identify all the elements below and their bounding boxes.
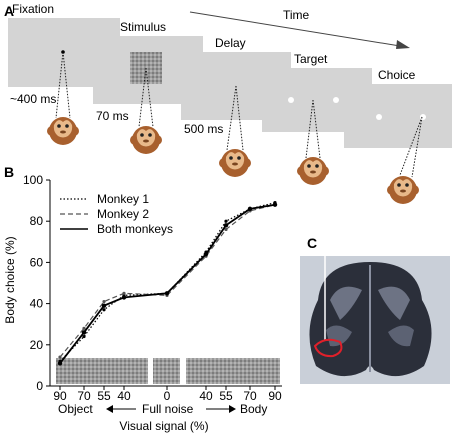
data-point xyxy=(57,361,63,366)
legend-label-both: Both monkeys xyxy=(97,222,173,236)
x-tick-label: 55 xyxy=(219,389,233,403)
time-arrow-head xyxy=(396,40,410,49)
y-tick-label: 20 xyxy=(30,338,44,352)
fixation-point xyxy=(61,50,65,54)
data-point xyxy=(122,291,126,295)
data-point xyxy=(164,291,170,296)
data-point xyxy=(223,223,229,228)
monkey-icon xyxy=(219,149,251,177)
legend-label-monkey-2: Monkey 2 xyxy=(97,207,149,221)
choice-right-dot xyxy=(420,114,426,120)
data-point xyxy=(101,303,107,308)
x-tick-label: 70 xyxy=(77,389,91,403)
data-point xyxy=(58,355,62,359)
x-tick-label: 0 xyxy=(164,389,171,403)
panel-b-label: B xyxy=(4,164,14,180)
monkey-icon xyxy=(130,126,162,154)
y-tick-label: 80 xyxy=(30,214,44,228)
data-point xyxy=(203,251,209,257)
panel-c-label: C xyxy=(307,235,317,251)
target-right-dot xyxy=(333,97,339,103)
y-tick-label: 0 xyxy=(36,379,43,393)
x-tick-label: 90 xyxy=(268,389,282,403)
data-point xyxy=(121,295,127,300)
monkey-icon xyxy=(387,176,419,204)
legend-label-monkey-1: Monkey 1 xyxy=(97,192,149,206)
series-line-dashed xyxy=(59,204,276,358)
screen-choice xyxy=(344,84,452,148)
stage-label-target: Target xyxy=(294,52,328,66)
x-tick-label: 55 xyxy=(97,389,111,403)
stage-label-choice: Choice xyxy=(378,68,416,82)
target-left-dot xyxy=(288,97,294,103)
data-point xyxy=(247,206,253,212)
y-tick-label: 100 xyxy=(23,173,43,187)
x-tick-label: 90 xyxy=(53,389,67,403)
y-tick-label: 40 xyxy=(30,297,44,311)
data-point xyxy=(224,227,228,232)
monkey-icon xyxy=(297,157,329,185)
data-point xyxy=(82,326,86,330)
duration-fixation: ~400 ms xyxy=(10,92,56,106)
x-axis-label: Visual signal (%) xyxy=(119,419,208,433)
region-arrows xyxy=(106,405,236,413)
data-point xyxy=(224,219,228,223)
stage-label-stimulus: Stimulus xyxy=(120,20,166,34)
data-point xyxy=(82,334,86,339)
roi-outline xyxy=(313,338,343,358)
data-point xyxy=(272,202,278,207)
data-point xyxy=(102,308,106,312)
duration-stimulus: 70 ms xyxy=(96,109,129,123)
x-region-body: Body xyxy=(240,402,267,416)
x-tick-label: 40 xyxy=(117,389,131,403)
time-arrow xyxy=(189,11,401,47)
brain-section xyxy=(300,256,450,384)
x-region-full-noise: Full noise xyxy=(142,402,194,416)
gaze-lines xyxy=(55,51,423,178)
x-tick-label: 40 xyxy=(199,389,213,403)
y-axis-label: Body choice (%) xyxy=(3,236,17,323)
time-label: Time xyxy=(283,8,310,22)
stage-label-fixation: Fixation xyxy=(12,2,54,16)
x-tick-label: 70 xyxy=(243,389,257,403)
y-tick-label: 60 xyxy=(30,255,44,269)
legend: Monkey 1 Monkey 2 Both monkeys xyxy=(60,192,173,236)
stage-label-delay: Delay xyxy=(215,36,246,50)
monkey-icon xyxy=(47,117,79,145)
x-region-object: Object xyxy=(58,402,93,416)
series-line-dotted xyxy=(59,202,276,362)
panel-a-label: A xyxy=(4,3,14,19)
stimulus-strip xyxy=(56,358,280,384)
chart: 0 20 40 60 80 100 90 70 55 40 0 40 55 70 90 Monkey 1 … xyxy=(23,173,282,403)
choice-left-dot xyxy=(376,114,382,120)
data-point xyxy=(102,299,106,304)
duration-delay: 500 ms xyxy=(184,122,223,136)
data-point xyxy=(81,330,87,335)
